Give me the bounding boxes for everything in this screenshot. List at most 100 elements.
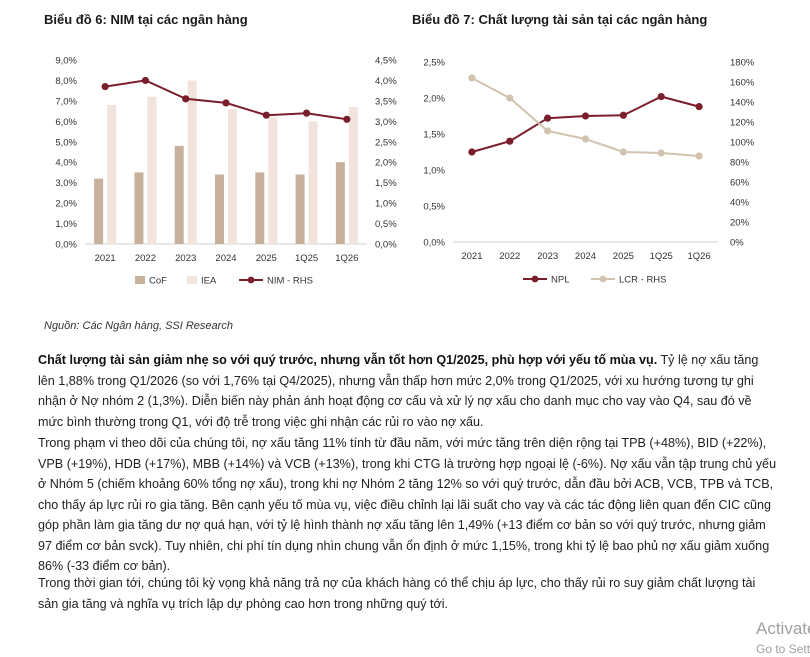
x-tick-label: 2021 bbox=[95, 253, 116, 264]
point-lcr-rhs bbox=[506, 94, 514, 102]
legend-label: LCR - RHS bbox=[619, 275, 667, 286]
right-tick-label: 120% bbox=[730, 118, 755, 129]
point-nim-rhs bbox=[101, 82, 109, 91]
chart-6-title: Biểu đồ 6: NIM tại các ngân hàng bbox=[44, 12, 248, 27]
activate-windows-subtitle: Go to Settings to activate Windows. bbox=[756, 642, 810, 656]
bar-cof bbox=[215, 174, 224, 244]
point-nim-rhs bbox=[182, 95, 190, 103]
x-tick-label: 1Q25 bbox=[650, 251, 673, 262]
left-tick-label: 2,0% bbox=[423, 94, 445, 105]
point-npl bbox=[544, 114, 552, 122]
right-tick-label: 4,0% bbox=[375, 76, 397, 87]
right-tick-label: 100% bbox=[730, 138, 755, 149]
bar-cof bbox=[255, 172, 265, 244]
x-tick-label: 2022 bbox=[135, 253, 156, 264]
left-tick-label: 1,0% bbox=[55, 219, 77, 230]
point-nim-rhs bbox=[302, 109, 311, 117]
paragraph-asset-quality: Chất lượng tài sản giảm nhẹ so với quý t… bbox=[38, 350, 778, 432]
line-npl bbox=[471, 95, 700, 153]
point-npl bbox=[581, 112, 590, 120]
x-tick-label: 2025 bbox=[613, 251, 634, 262]
legend-swatch-iea bbox=[187, 276, 197, 284]
legend-label: CoF bbox=[149, 276, 167, 287]
right-tick-label: 1,5% bbox=[375, 178, 397, 189]
left-tick-label: 2,5% bbox=[423, 58, 445, 69]
right-tick-label: 3,0% bbox=[375, 117, 397, 128]
chart-7-title: Biểu đồ 7: Chất lượng tài sản tại các ng… bbox=[412, 12, 708, 27]
legend-marker-npl bbox=[531, 275, 539, 283]
bar-cof bbox=[295, 174, 305, 244]
left-tick-label: 5,0% bbox=[55, 137, 77, 148]
bar-iea bbox=[308, 121, 318, 244]
point-npl bbox=[468, 148, 476, 156]
bar-iea bbox=[348, 107, 358, 245]
source-note: Nguồn: Các Ngân hàng, SSI Research bbox=[44, 320, 233, 332]
bar-cof bbox=[134, 172, 144, 244]
point-npl bbox=[619, 111, 627, 119]
left-tick-label: 1,5% bbox=[423, 130, 445, 141]
legend-swatch-cof bbox=[135, 276, 145, 284]
x-tick-label: 2023 bbox=[537, 251, 558, 262]
left-tick-label: 6,0% bbox=[55, 117, 77, 128]
bar-iea bbox=[187, 80, 197, 244]
x-tick-label: 2025 bbox=[256, 253, 277, 264]
left-tick-label: 9,0% bbox=[55, 56, 77, 67]
bar-iea bbox=[228, 109, 237, 244]
bar-cof bbox=[335, 162, 345, 244]
point-lcr-rhs bbox=[544, 127, 552, 135]
right-tick-label: 1,0% bbox=[375, 199, 397, 210]
point-nim-rhs bbox=[141, 76, 150, 85]
right-tick-label: 2,5% bbox=[375, 137, 397, 148]
bar-iea bbox=[107, 104, 117, 244]
legend-marker-lcr-rhs bbox=[599, 275, 607, 283]
paragraph-text: Trong thời gian tới, chúng tôi kỳ vọng k… bbox=[38, 576, 756, 611]
right-tick-label: 0,5% bbox=[375, 219, 397, 230]
right-tick-label: 60% bbox=[730, 178, 750, 189]
x-tick-label: 2021 bbox=[461, 251, 482, 262]
bar-cof bbox=[94, 178, 104, 244]
left-tick-label: 2,0% bbox=[55, 199, 77, 210]
point-nim-rhs bbox=[262, 111, 270, 119]
point-lcr-rhs bbox=[657, 149, 665, 157]
left-tick-label: 0,5% bbox=[423, 202, 445, 213]
legend-label: IEA bbox=[201, 276, 217, 287]
right-tick-label: 3,5% bbox=[375, 96, 397, 107]
x-tick-label: 1Q25 bbox=[295, 253, 318, 264]
right-tick-label: 0% bbox=[730, 238, 744, 249]
left-tick-label: 3,0% bbox=[55, 178, 77, 189]
right-tick-label: 180% bbox=[730, 58, 755, 69]
paragraph-lead: Chất lượng tài sản giảm nhẹ so với quý t… bbox=[38, 353, 658, 367]
point-lcr-rhs bbox=[619, 148, 627, 156]
point-npl bbox=[695, 103, 703, 111]
right-tick-label: 2,0% bbox=[375, 158, 397, 169]
x-tick-label: 1Q26 bbox=[335, 253, 358, 264]
right-tick-label: 0,0% bbox=[375, 240, 397, 251]
right-tick-label: 40% bbox=[730, 198, 750, 209]
bar-iea bbox=[147, 96, 157, 244]
x-tick-label: 1Q26 bbox=[687, 251, 710, 262]
legend-marker-nim-rhs bbox=[247, 276, 255, 284]
left-tick-label: 4,0% bbox=[55, 158, 77, 169]
activate-windows-title: Activate Windows bbox=[756, 619, 810, 638]
right-tick-label: 80% bbox=[730, 158, 750, 169]
bar-iea bbox=[268, 117, 278, 244]
point-lcr-rhs bbox=[695, 152, 703, 160]
asset-quality-chart: 0,0% 0,5% 1,0% 1,5% 2,0% 2,5% 0% 20% 40% 60% 80% 10… bbox=[423, 58, 755, 286]
right-tick-label: 20% bbox=[730, 218, 750, 229]
bar-cof bbox=[174, 145, 184, 244]
left-tick-label: 8,0% bbox=[55, 76, 77, 87]
nim-chart: 0,0% 1,0% 2,0% 3,0% 4,0% 5,0% 6,0% 7,0% 8,0% 9,0%… bbox=[55, 56, 397, 287]
point-npl bbox=[506, 137, 514, 145]
x-tick-label: 2022 bbox=[499, 251, 520, 262]
paragraph-outlook: Trong thời gian tới, chúng tôi kỳ vọng k… bbox=[38, 573, 778, 614]
left-tick-label: 0,0% bbox=[55, 240, 77, 251]
paragraph-text: Tỷ lệ nợ xấu tăng lên 1,88% trong Q1/202… bbox=[38, 353, 759, 429]
paragraph-npl-detail: Trong phạm vi theo dõi của chúng tôi, nợ… bbox=[38, 433, 778, 577]
left-tick-label: 7,0% bbox=[55, 96, 77, 107]
point-lcr-rhs bbox=[468, 74, 476, 82]
left-tick-label: 0,0% bbox=[423, 238, 445, 249]
point-lcr-rhs bbox=[581, 135, 590, 143]
x-tick-label: 2024 bbox=[575, 251, 596, 262]
x-tick-label: 2023 bbox=[175, 253, 196, 264]
legend-label: NPL bbox=[551, 275, 569, 286]
